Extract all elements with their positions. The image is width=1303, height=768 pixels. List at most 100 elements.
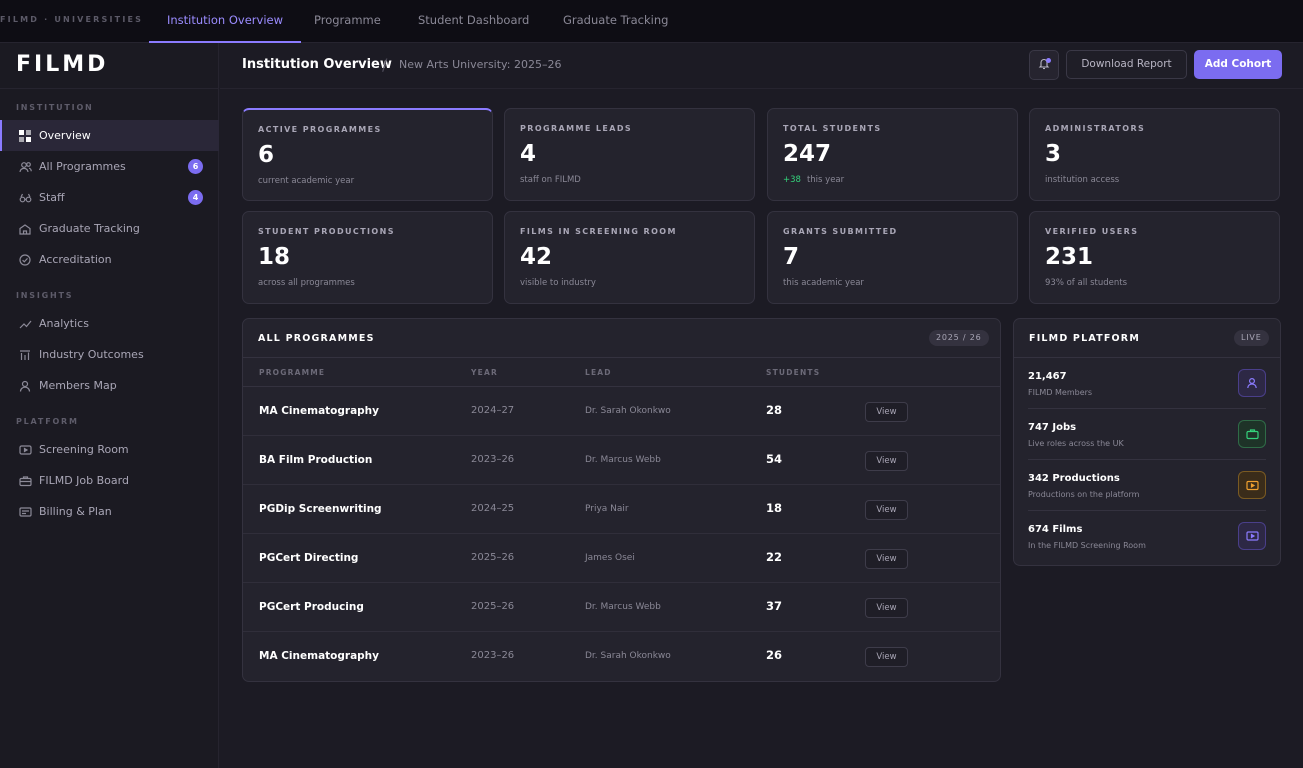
programme-year: 2023–26 xyxy=(471,454,515,465)
programme-name: MA Cinematography xyxy=(259,405,380,417)
tab-institution-overview[interactable]: Institution Overview xyxy=(149,0,301,43)
programme-lead: Dr. Marcus Webb xyxy=(585,455,661,465)
stat-label: FILMS IN SCREENING ROOM xyxy=(520,227,677,236)
stat-sub-text: this year xyxy=(806,175,845,185)
sidebar: FILMD INSTITUTION Overview All Programme… xyxy=(0,43,219,768)
sidebar-item-analytics[interactable]: Analytics xyxy=(0,308,219,339)
brand-label: FILMD · UNIVERSITIES xyxy=(0,15,144,24)
sidebar-item-accreditation[interactable]: Accreditation xyxy=(0,244,219,275)
sidebar-item-graduate-tracking[interactable]: Graduate Tracking xyxy=(0,213,219,244)
section-institution: INSTITUTION xyxy=(16,103,94,112)
sidebar-item-job-board[interactable]: FILMD Job Board xyxy=(0,465,219,496)
breadcrumb-separator: / xyxy=(382,55,388,74)
tab-student-dashboard[interactable]: Student Dashboard xyxy=(418,13,530,27)
top-navigation: FILMD · UNIVERSITIES Institution Overvie… xyxy=(0,0,1303,43)
view-button[interactable]: View xyxy=(865,402,908,422)
table-header: PROGRAMME YEAR LEAD STUDENTS xyxy=(243,358,1000,387)
sidebar-item-industry-outcomes[interactable]: Industry Outcomes xyxy=(0,339,219,370)
sidebar-item-label: Staff xyxy=(39,191,65,204)
clapper-icon xyxy=(1238,471,1266,499)
stat-value: 42 xyxy=(520,244,553,270)
download-report-button[interactable]: Download Report xyxy=(1066,50,1187,79)
platform-stat-title: 747 Jobs xyxy=(1028,422,1077,433)
platform-stat-members: 21,467 FILMD Members xyxy=(1028,358,1266,409)
stat-card-films-in-screening-room: FILMS IN SCREENING ROOM 42 visible to in… xyxy=(504,211,755,304)
sidebar-item-members-map[interactable]: Members Map xyxy=(0,370,219,401)
users-icon xyxy=(18,160,32,174)
sidebar-item-label: Members Map xyxy=(39,379,117,392)
programme-lead: Dr. Marcus Webb xyxy=(585,602,661,612)
programme-year: 2025–26 xyxy=(471,601,515,612)
section-platform: PLATFORM xyxy=(16,417,79,426)
platform-title: FILMD PLATFORM xyxy=(1029,333,1140,344)
programme-students: 18 xyxy=(766,501,783,515)
programmes-count-badge: 6 xyxy=(188,159,203,174)
glasses-icon xyxy=(18,191,32,205)
stat-sub: institution access xyxy=(1045,175,1120,185)
platform-panel-header: FILMD PLATFORM LIVE xyxy=(1014,319,1280,358)
card-icon xyxy=(18,505,32,519)
platform-stat-jobs: 747 Jobs Live roles across the UK xyxy=(1028,409,1266,460)
tab-graduate-tracking[interactable]: Graduate Tracking xyxy=(563,13,669,27)
add-cohort-button[interactable]: Add Cohort xyxy=(1194,50,1282,79)
notifications-button[interactable] xyxy=(1029,50,1059,80)
sidebar-item-all-programmes[interactable]: All Programmes 6 xyxy=(0,151,219,182)
trend-icon xyxy=(18,317,32,331)
programme-lead: Dr. Sarah Okonkwo xyxy=(585,406,671,416)
sidebar-item-billing[interactable]: Billing & Plan xyxy=(0,496,219,527)
view-button[interactable]: View xyxy=(865,549,908,569)
column-header-students: STUDENTS xyxy=(766,368,821,377)
sidebar-item-staff[interactable]: Staff 4 xyxy=(0,182,219,213)
programme-year: 2023–26 xyxy=(471,650,515,661)
tab-programme[interactable]: Programme xyxy=(314,13,381,27)
programmes-panel: ALL PROGRAMMES 2025 / 26 PROGRAMME YEAR … xyxy=(242,318,1001,682)
sidebar-item-label: FILMD Job Board xyxy=(39,474,129,487)
platform-stat-productions: 342 Productions Productions on the platf… xyxy=(1028,460,1266,511)
view-button[interactable]: View xyxy=(865,451,908,471)
stat-sub: current academic year xyxy=(258,176,355,186)
programme-students: 26 xyxy=(766,648,783,662)
stat-label: ACTIVE PROGRAMMES xyxy=(258,125,382,134)
stat-value: 4 xyxy=(520,141,537,167)
stat-label: PROGRAMME LEADS xyxy=(520,124,633,133)
logo: FILMD xyxy=(16,52,109,77)
programme-lead: James Osei xyxy=(585,553,635,563)
stat-value: 231 xyxy=(1045,244,1094,270)
programme-students: 54 xyxy=(766,452,783,466)
programme-year: 2025–26 xyxy=(471,552,515,563)
live-status-pill: LIVE xyxy=(1234,330,1269,346)
sidebar-item-label: Graduate Tracking xyxy=(39,222,140,235)
view-button[interactable]: View xyxy=(865,598,908,618)
table-row: PGCert Producing 2025–26 Dr. Marcus Webb… xyxy=(243,583,1000,632)
programmes-title: ALL PROGRAMMES xyxy=(258,333,375,344)
logo-row: FILMD xyxy=(0,43,218,89)
sidebar-item-label: Analytics xyxy=(39,317,89,330)
academic-year-pill: 2025 / 26 xyxy=(929,330,989,346)
platform-stat-sub: FILMD Members xyxy=(1028,388,1093,397)
table-row: MA Cinematography 2024–27 Dr. Sarah Okon… xyxy=(243,387,1000,436)
stat-label: STUDENT PRODUCTIONS xyxy=(258,227,395,236)
check-circle-icon xyxy=(18,253,32,267)
stat-value: 18 xyxy=(258,244,291,270)
view-button[interactable]: View xyxy=(865,500,908,520)
section-insights: INSIGHTS xyxy=(16,291,74,300)
programme-name: MA Cinematography xyxy=(259,650,380,662)
stat-sub: +38 this year xyxy=(783,175,844,185)
platform-stat-sub: Live roles across the UK xyxy=(1028,439,1124,448)
user-icon xyxy=(1238,369,1266,397)
programme-name: BA Film Production xyxy=(259,454,373,466)
stat-label: ADMINISTRATORS xyxy=(1045,124,1146,133)
programme-year: 2024–25 xyxy=(471,503,515,514)
platform-stat-sub: In the FILMD Screening Room xyxy=(1028,541,1146,550)
stat-card-student-productions: STUDENT PRODUCTIONS 18 across all progra… xyxy=(242,211,493,304)
stat-card-administrators: ADMINISTRATORS 3 institution access xyxy=(1029,108,1280,201)
view-button[interactable]: View xyxy=(865,647,908,667)
staff-count-badge: 4 xyxy=(188,190,203,205)
programme-name: PGCert Directing xyxy=(259,552,359,564)
notification-dot xyxy=(1046,58,1051,63)
sidebar-item-overview[interactable]: Overview xyxy=(0,120,219,151)
page-header: Institution Overview / New Arts Universi… xyxy=(220,43,1303,89)
sidebar-item-screening-room[interactable]: Screening Room xyxy=(0,434,219,465)
grid-icon xyxy=(18,129,32,143)
table-row: MA Cinematography 2023–26 Dr. Sarah Okon… xyxy=(243,632,1000,681)
